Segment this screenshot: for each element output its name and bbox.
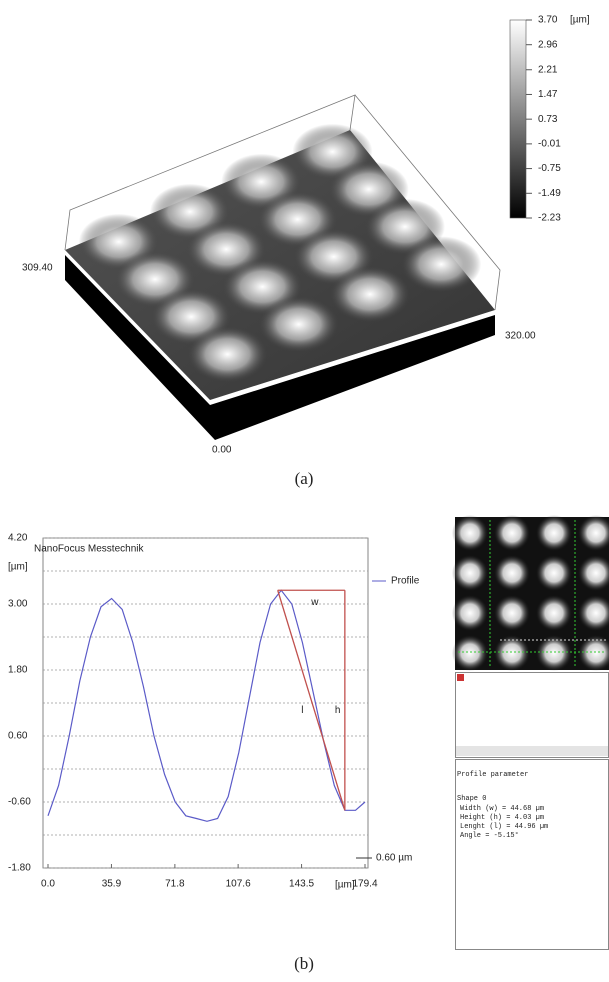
colorbar-label: 2.96 <box>538 39 558 50</box>
spot <box>536 635 572 671</box>
spot <box>536 515 572 551</box>
y-tick-label: -0.60 <box>8 797 31 808</box>
x-axis-label: [µm] <box>335 880 355 891</box>
scrollbar[interactable] <box>456 746 608 756</box>
surface-bump <box>258 296 339 353</box>
caption: (b) <box>294 954 314 973</box>
spot <box>578 635 609 671</box>
x-tick-label: 35.9 <box>102 879 122 890</box>
colorbar <box>509 19 527 219</box>
x-tick-label: 143.5 <box>289 879 314 890</box>
colorbar-label: -0.75 <box>538 163 561 174</box>
legend-label: Profile <box>391 576 420 587</box>
spot <box>494 595 530 631</box>
colorbar-label: -2.23 <box>538 213 561 224</box>
colorbar-label: 1.47 <box>538 89 558 100</box>
y-tick-label: -1.80 <box>8 863 31 874</box>
param-shape: Shape 0 <box>457 795 486 803</box>
annotation: w <box>310 597 319 608</box>
profile-line <box>47 589 366 822</box>
list-box <box>455 672 609 758</box>
param-box <box>455 759 609 950</box>
box-edge <box>354 94 501 311</box>
surface-bump <box>187 326 268 383</box>
param-title: Profile parameter <box>457 771 528 779</box>
x-tick-label: 71.8 <box>165 879 185 890</box>
surface-3d <box>64 94 501 440</box>
spot <box>536 555 572 591</box>
x-tick-label: 0.0 <box>41 879 55 890</box>
surface-bump <box>401 236 482 293</box>
axis-label: 0.00 <box>212 445 232 456</box>
spot <box>452 515 488 551</box>
y-tick-label: 0.60 <box>8 731 28 742</box>
surface-base <box>65 255 495 440</box>
box-edge <box>64 94 356 251</box>
scale-note: 0.60 µm <box>376 853 412 864</box>
surface-bump <box>330 266 410 323</box>
colorbar-label: -0.01 <box>538 139 561 150</box>
annotation: l <box>301 705 303 716</box>
spot <box>452 595 488 631</box>
chart-title: NanoFocus Messtechnik <box>34 544 144 555</box>
x-tick-label: 179.4 <box>352 879 377 890</box>
spot <box>536 595 572 631</box>
param-row: Width (w) = 44.68 µm <box>460 805 544 813</box>
spot <box>494 515 530 551</box>
param-row: Lenght (l) = 44.96 µm <box>460 823 548 831</box>
caption: (a) <box>295 469 314 488</box>
x-tick-label: 107.6 <box>226 879 251 890</box>
spot <box>494 555 530 591</box>
param-row: Height (h) = 4.03 µm <box>460 814 544 822</box>
y-tick-label: 4.20 <box>8 533 28 544</box>
colorbar-label: -1.49 <box>538 188 561 199</box>
y-axis-label: [µm] <box>8 562 28 573</box>
axis-label: 320.00 <box>505 331 536 342</box>
param-row: Angle = -5.15° <box>460 831 519 840</box>
y-tick-label: 3.00 <box>8 599 28 610</box>
length-line <box>277 590 346 811</box>
colorbar-label: 3.70 <box>538 15 558 26</box>
colorbar-label: 2.21 <box>538 64 558 75</box>
axis-label: 309.40 <box>22 263 53 274</box>
spot <box>578 515 609 551</box>
colorbar-unit: [µm] <box>570 15 590 26</box>
annotation: h <box>335 705 341 716</box>
spot <box>452 555 488 591</box>
spot <box>494 635 530 671</box>
spot <box>578 555 609 591</box>
spot <box>578 595 609 631</box>
colorbar-label: 0.73 <box>538 114 558 125</box>
icon <box>457 674 464 681</box>
top-view <box>452 515 609 671</box>
y-tick-label: 1.80 <box>8 665 28 676</box>
spot <box>452 635 488 671</box>
